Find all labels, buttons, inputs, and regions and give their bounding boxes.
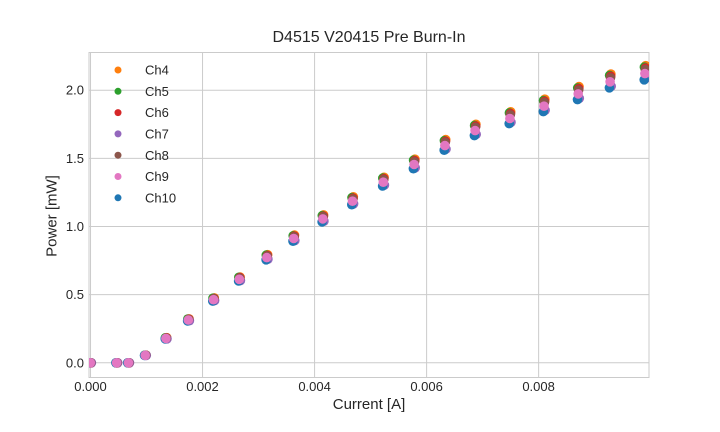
legend-label: Ch9 xyxy=(145,169,169,184)
series-ch5 xyxy=(89,62,649,368)
data-point-ch9 xyxy=(123,358,134,368)
data-point-ch9 xyxy=(318,214,328,224)
data-point-ch9 xyxy=(640,68,649,79)
data-point-ch9 xyxy=(409,159,419,170)
legend-label: Ch7 xyxy=(145,127,169,142)
legend-label: Ch8 xyxy=(145,148,169,163)
data-point-ch9 xyxy=(111,358,122,368)
y-tick-label: 0.5 xyxy=(66,287,84,302)
y-tick-label: 2.0 xyxy=(66,83,84,98)
data-point-ch9 xyxy=(347,196,358,206)
y-tick-label: 1.5 xyxy=(66,151,84,166)
data-point-ch9 xyxy=(539,101,549,111)
x-tick-label: 0.004 xyxy=(298,379,331,394)
legend-item-ch8: Ch8 xyxy=(114,148,169,163)
legend-item-ch4: Ch4 xyxy=(114,63,169,78)
y-axis-label: Power [mW] xyxy=(43,175,61,257)
data-point-ch9 xyxy=(262,252,272,263)
legend-label: Ch4 xyxy=(145,63,169,78)
data-point-ch9 xyxy=(140,350,150,361)
legend-marker-ch4 xyxy=(114,66,122,74)
legend-item-ch6: Ch6 xyxy=(114,105,169,120)
legend-item-ch9: Ch9 xyxy=(114,169,169,184)
legend-label: Ch5 xyxy=(145,84,169,99)
series-ch10 xyxy=(89,75,649,368)
data-point-ch9 xyxy=(505,113,515,124)
legend-marker-ch5 xyxy=(114,87,122,95)
data-point-ch9 xyxy=(288,233,299,244)
data-point-ch9 xyxy=(378,177,389,187)
grid xyxy=(89,52,649,378)
series-ch8 xyxy=(89,64,649,368)
series-ch9 xyxy=(89,68,649,368)
y-tick-label: 0.0 xyxy=(66,355,84,370)
y-tick-label: 1.0 xyxy=(66,219,84,234)
x-tick-label: 0.006 xyxy=(410,379,443,394)
data-point-ch9 xyxy=(161,333,171,344)
chart-title: D4515 V20415 Pre Burn-In xyxy=(272,29,466,46)
data-point-ch9 xyxy=(208,294,219,305)
legend-item-ch10: Ch10 xyxy=(114,190,176,205)
x-axis-label: Current [A] xyxy=(332,396,406,413)
x-tick-label: 0.002 xyxy=(186,379,219,394)
legend-marker-ch7 xyxy=(114,130,122,138)
data-point-ch9 xyxy=(183,315,194,325)
legend-item-ch5: Ch5 xyxy=(114,84,169,99)
series-ch6 xyxy=(89,63,649,368)
tick-labels: 0.000 0.002 0.004 0.006 0.008 0.0 0.5 1.0 1.5 2.0 xyxy=(66,83,555,394)
legend-label: Ch10 xyxy=(145,190,176,205)
data-point-ch9 xyxy=(89,358,96,368)
series-ch7 xyxy=(89,73,649,368)
data-point-ch9 xyxy=(440,140,450,151)
series-ch4 xyxy=(89,60,649,368)
data-points xyxy=(89,60,649,368)
data-point-ch9 xyxy=(573,89,583,99)
axes-frame xyxy=(88,52,650,378)
data-point-ch9 xyxy=(605,77,615,87)
data-point-ch9 xyxy=(470,125,480,136)
data-point-ch9 xyxy=(234,274,245,285)
legend-marker-ch6 xyxy=(114,109,122,117)
legend-label: Ch6 xyxy=(145,105,169,120)
legend-marker-ch8 xyxy=(114,151,122,159)
legend-marker-ch10 xyxy=(114,194,122,202)
legend: Ch4 Ch5 Ch6 Ch7 Ch8 Ch9 Ch10 xyxy=(114,63,176,205)
legend-marker-ch9 xyxy=(114,173,122,180)
x-tick-label: 0.000 xyxy=(74,379,107,394)
legend-item-ch7: Ch7 xyxy=(114,127,169,142)
x-tick-label: 0.008 xyxy=(522,379,555,394)
